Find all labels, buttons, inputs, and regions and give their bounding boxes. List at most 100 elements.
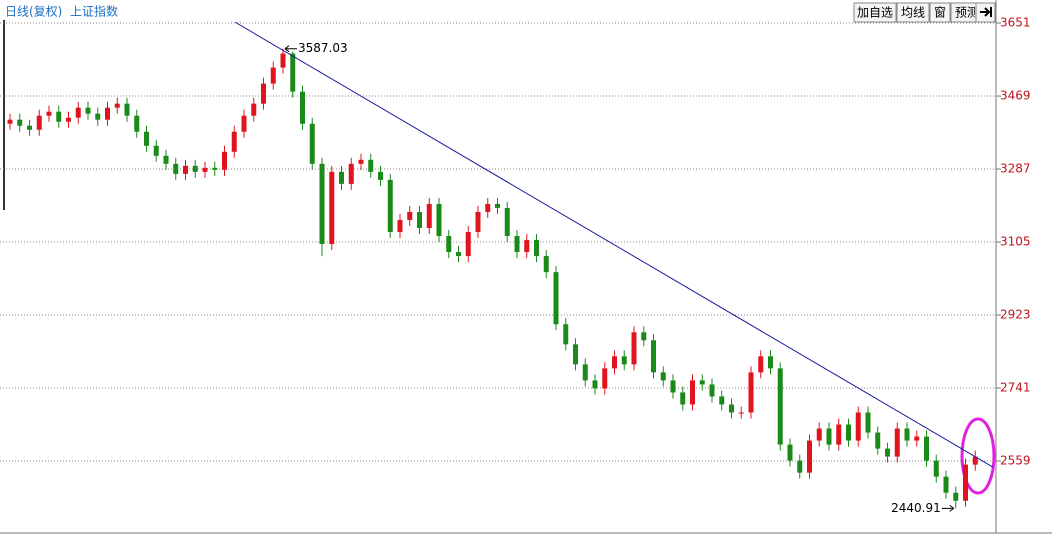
candle-body xyxy=(290,53,296,92)
candle-body xyxy=(826,428,832,445)
candle-body xyxy=(602,368,608,389)
toolbar-label: 窗 xyxy=(934,6,946,20)
candle-body xyxy=(514,236,520,253)
candle-body xyxy=(173,163,179,174)
candle-body xyxy=(7,119,13,124)
candle-body xyxy=(573,344,578,365)
candle-body xyxy=(680,392,686,405)
candle-body xyxy=(690,380,695,405)
candle-body xyxy=(963,464,968,501)
candle-body xyxy=(797,460,803,473)
candle-body xyxy=(699,380,705,385)
candle-body xyxy=(758,356,764,373)
candle-body xyxy=(339,171,344,184)
candle-body xyxy=(719,396,725,405)
candle-body xyxy=(436,203,442,237)
candle-body xyxy=(865,412,871,433)
candle-body xyxy=(709,384,715,397)
candle-body xyxy=(183,165,188,174)
candle-body xyxy=(621,356,627,365)
candle-body xyxy=(592,380,598,389)
candle-body xyxy=(553,272,559,325)
candle-body xyxy=(465,232,471,257)
candle-body xyxy=(816,428,822,441)
candle-body xyxy=(885,448,890,457)
candle-body xyxy=(46,111,52,116)
candle-body xyxy=(807,440,812,473)
candle-body xyxy=(66,117,71,122)
candle-body xyxy=(144,131,149,146)
candle-body xyxy=(85,107,91,114)
candle-body xyxy=(348,163,354,184)
candle-body xyxy=(631,332,637,365)
candle-body xyxy=(202,167,208,172)
candle-body xyxy=(95,113,101,120)
candle-body xyxy=(17,119,23,126)
candle-body xyxy=(485,203,491,212)
y-tick-label: 2559 xyxy=(1000,454,1031,468)
candle-body xyxy=(914,436,920,441)
candle-body xyxy=(368,159,374,172)
candle-body xyxy=(651,340,656,373)
candle-body xyxy=(397,219,403,233)
y-tick-label: 3469 xyxy=(1000,89,1031,103)
candle-body xyxy=(36,115,42,130)
y-tick-label: 2923 xyxy=(1000,308,1031,322)
candle-body xyxy=(378,171,383,180)
period-label: 日线(复权) xyxy=(5,5,62,19)
toolbar-button[interactable] xyxy=(853,2,897,23)
collapse-icon xyxy=(980,7,992,17)
toolbar-label: 预测 xyxy=(955,6,979,20)
candle-body xyxy=(251,103,257,116)
candle-body xyxy=(222,151,227,170)
candle-body xyxy=(446,236,452,253)
candle-body xyxy=(943,476,949,493)
candle-body xyxy=(407,211,413,220)
candle-body xyxy=(300,91,305,124)
chart-title: 上证指数 xyxy=(70,4,118,19)
candle-body xyxy=(163,155,169,164)
trend-line xyxy=(234,21,994,468)
annotation-arrow xyxy=(284,45,297,53)
candle-body xyxy=(280,53,286,68)
candle-body xyxy=(904,428,910,441)
candle-body xyxy=(875,432,881,449)
candle-body xyxy=(319,163,325,245)
candle-body xyxy=(261,83,266,104)
toolbar-label: 加自选 xyxy=(857,6,893,20)
candle-body xyxy=(543,256,549,273)
peak-label: 3587.03 xyxy=(298,41,348,55)
candle-body xyxy=(534,240,539,257)
candle-body xyxy=(777,368,783,445)
toolbar-label: 均线 xyxy=(901,6,925,20)
candle-body xyxy=(241,115,247,132)
toolbar-button[interactable] xyxy=(896,2,930,23)
candle-body xyxy=(894,428,900,457)
candle-body xyxy=(924,436,929,461)
candle-body xyxy=(670,380,676,393)
toolbar-button[interactable] xyxy=(929,2,951,23)
candle-body xyxy=(358,159,364,164)
candle-body xyxy=(641,332,647,341)
candle-body xyxy=(329,171,335,245)
candle-body xyxy=(270,67,276,84)
candle-body xyxy=(768,356,773,369)
y-tick-label: 3105 xyxy=(1000,235,1031,249)
candle-body xyxy=(417,211,422,228)
y-tick-label: 3651 xyxy=(1000,16,1031,30)
candle-body xyxy=(855,412,861,441)
candle-body xyxy=(729,404,734,413)
annotation-arrow xyxy=(941,504,955,512)
candle-body xyxy=(105,107,110,120)
candle-body xyxy=(153,145,159,156)
candle-body xyxy=(56,111,62,122)
candle-body xyxy=(787,444,793,461)
highlight-circle xyxy=(960,417,996,495)
candle-body xyxy=(231,131,237,152)
candle-body xyxy=(387,179,393,233)
candle-body xyxy=(933,460,939,477)
candle-body xyxy=(953,492,959,501)
